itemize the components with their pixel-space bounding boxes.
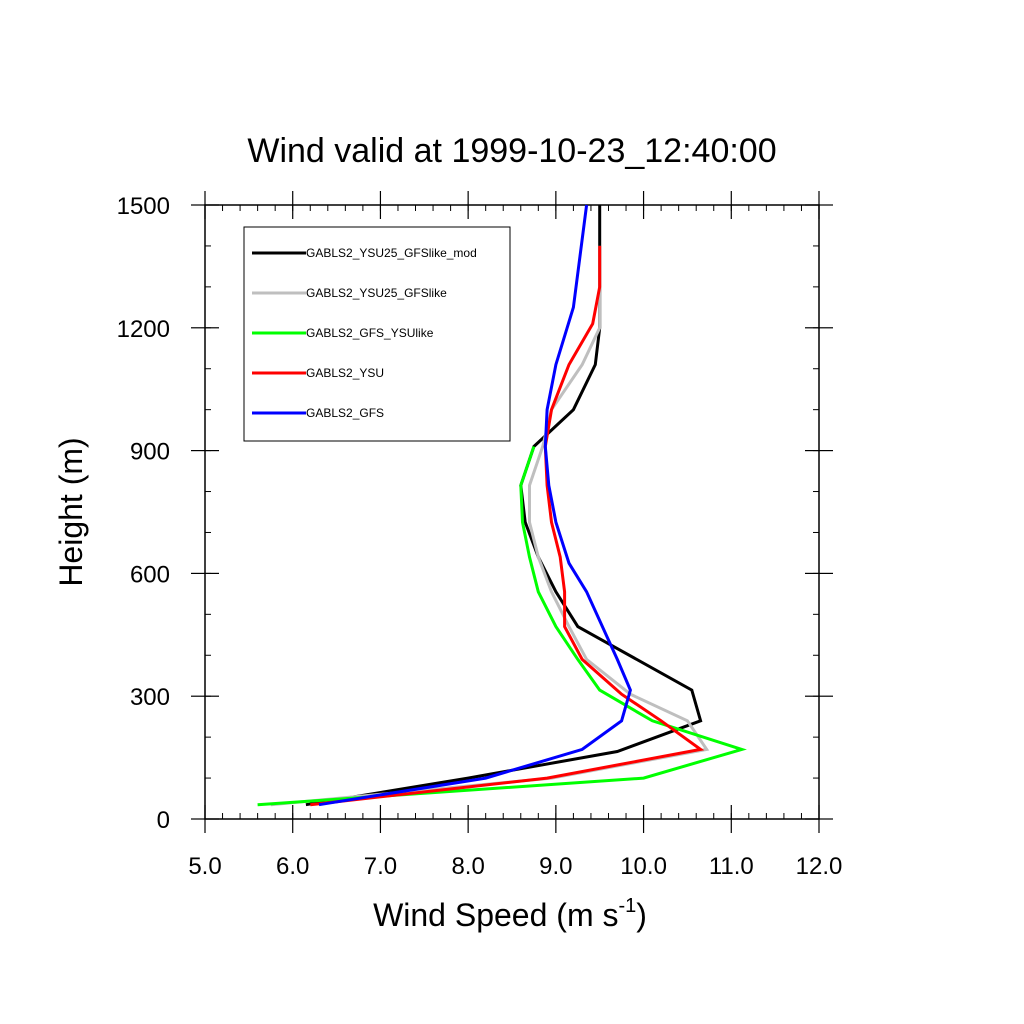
y-tick-label: 900	[130, 439, 170, 466]
series-line	[318, 204, 632, 807]
chart-title: Wind valid at 1999-10-23_12:40:00	[247, 132, 776, 170]
x-tick-label: 6.0	[276, 853, 309, 880]
y-axis-label: Height (m)	[53, 437, 89, 586]
y-axis: 0 300 600 900 1200 1500	[117, 193, 833, 834]
x-axis-label-suffix: )	[636, 897, 647, 933]
x-axis-label-superscript: -1	[618, 895, 636, 917]
y-tick-label: 0	[157, 807, 170, 834]
y-tick-label: 1200	[117, 316, 170, 343]
plot-border	[204, 204, 820, 820]
x-tick-label: 12.0	[796, 853, 843, 880]
series-line	[257, 446, 747, 807]
x-tick-label: 11.0	[709, 853, 754, 880]
series-lines	[257, 204, 747, 807]
x-axis-label: Wind Speed (m s-1)	[373, 895, 647, 933]
y-tick-label: 1500	[117, 193, 170, 220]
y-tick-label: 300	[130, 684, 170, 711]
legend-label: GABLS2_GFS_YSUlike	[306, 326, 434, 340]
x-tick-label: 10.0	[620, 853, 667, 880]
legend-label: GABLS2_YSU25_GFSlike_mod	[306, 246, 477, 260]
x-axis: 5.0 6.0 7.0 8.0 9.0 10.0 11.0 12.0	[188, 191, 842, 880]
y-tick-label: 600	[130, 561, 170, 588]
legend-label: GABLS2_YSU25_GFSlike	[306, 286, 447, 300]
x-tick-label: 7.0	[364, 853, 397, 880]
legend-label: GABLS2_YSU	[306, 366, 384, 380]
x-tick-label: 9.0	[539, 853, 572, 880]
legend-label: GABLS2_GFS	[306, 406, 384, 420]
series-line	[310, 245, 705, 807]
x-tick-label: 8.0	[451, 853, 484, 880]
legend: GABLS2_YSU25_GFSlike_mod GABLS2_YSU25_GFS…	[243, 226, 511, 442]
series-line	[270, 245, 710, 807]
plot-area	[204, 204, 820, 820]
x-tick-label: 5.0	[188, 853, 221, 880]
x-axis-label-text: Wind Speed (m s	[373, 897, 618, 933]
